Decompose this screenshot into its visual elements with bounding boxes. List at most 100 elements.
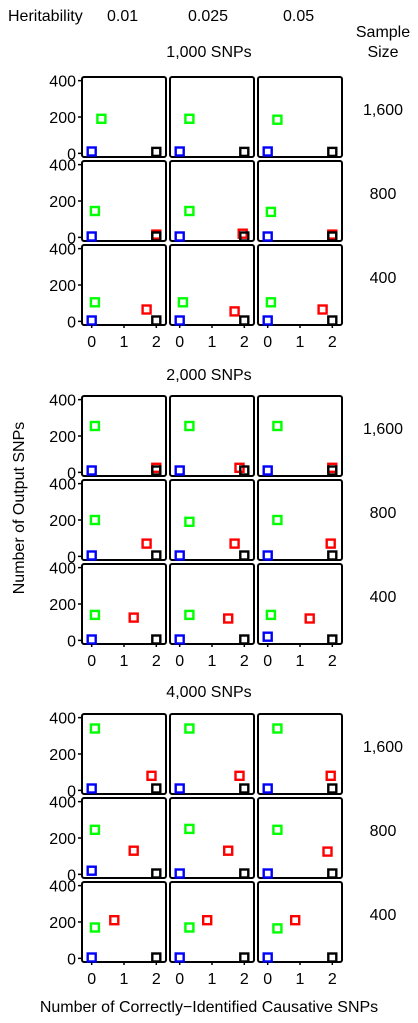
- y-tick-label: 200: [49, 597, 76, 614]
- y-tick-label: 0: [67, 951, 76, 968]
- data-point: [146, 770, 157, 781]
- x-tick-label: 2: [328, 971, 337, 988]
- x-tick-label: 0: [263, 653, 272, 670]
- x-tick-label: 0: [175, 971, 184, 988]
- data-point: [89, 297, 101, 308]
- sample-size-label: 400: [370, 270, 397, 287]
- data-point: [89, 723, 101, 734]
- data-point: [184, 723, 195, 734]
- panel-frame: [257, 479, 343, 561]
- data-point: [184, 205, 195, 217]
- panel-frame: [257, 797, 343, 879]
- data-point: [128, 612, 139, 623]
- data-point: [151, 550, 162, 561]
- x-tick-label: 1: [296, 971, 305, 988]
- y-tick-label: 200: [49, 513, 76, 530]
- data-point: [262, 465, 273, 476]
- heritability-label: Heritability: [8, 8, 83, 25]
- data-point: [86, 550, 97, 561]
- x-tick-label: 1: [296, 334, 305, 351]
- y-tick-label: 400: [49, 795, 76, 812]
- panel-frame: [169, 160, 255, 242]
- x-tick-label: 0: [263, 334, 272, 351]
- data-point: [96, 113, 107, 125]
- data-point: [174, 146, 185, 157]
- y-tick-label: 400: [49, 242, 76, 259]
- data-point: [86, 315, 97, 326]
- y-tick-label: 0: [67, 633, 76, 650]
- data-point: [184, 922, 195, 933]
- data-point: [86, 634, 97, 645]
- data-point: [86, 231, 97, 242]
- sample-size-label: 800: [370, 186, 397, 203]
- data-point: [265, 609, 277, 621]
- x-tick-label: 2: [328, 653, 337, 670]
- x-tick-label: 1: [120, 653, 129, 670]
- heritability-value-2: 0.025: [188, 8, 229, 25]
- x-tick-label: 1: [208, 971, 217, 988]
- y-tick-label: 400: [49, 879, 76, 896]
- y-tick-label: 0: [67, 549, 76, 566]
- data-point: [174, 868, 185, 879]
- data-point: [184, 516, 195, 527]
- data-point: [322, 846, 333, 857]
- y-tick-label: 0: [67, 867, 76, 884]
- data-point: [262, 868, 273, 879]
- sample-size-label: 400: [370, 589, 397, 606]
- data-point: [151, 315, 162, 326]
- data-point: [327, 634, 338, 645]
- data-point: [89, 205, 101, 217]
- data-point: [151, 231, 162, 242]
- data-point: [265, 297, 277, 308]
- data-point: [89, 824, 101, 835]
- data-point: [327, 550, 338, 561]
- x-tick-label: 1: [208, 334, 217, 351]
- data-point: [265, 206, 277, 218]
- x-tick-label: 0: [87, 653, 96, 670]
- data-point: [141, 538, 152, 549]
- data-point: [239, 465, 250, 476]
- data-point: [234, 770, 245, 781]
- data-point: [290, 915, 301, 926]
- y-tick-label: 200: [49, 831, 76, 848]
- data-point: [239, 783, 250, 794]
- panel-frame: [81, 160, 167, 242]
- y-tick-label: 400: [49, 393, 76, 410]
- data-point: [239, 550, 250, 561]
- data-point: [174, 783, 185, 794]
- data-point: [89, 922, 101, 933]
- data-point: [151, 634, 162, 645]
- data-point: [184, 609, 195, 621]
- section-title-2: 2,000 SNPs: [166, 367, 252, 384]
- data-point: [325, 538, 336, 549]
- x-tick-label: 2: [152, 653, 161, 670]
- data-point: [262, 315, 273, 326]
- data-point: [262, 231, 273, 242]
- data-point: [272, 514, 283, 526]
- data-point: [89, 514, 101, 526]
- x-tick-label: 0: [175, 334, 184, 351]
- data-point: [151, 868, 162, 879]
- y-tick-label: 400: [49, 158, 76, 175]
- data-point: [109, 915, 120, 926]
- sample-size-label: 1,600: [363, 421, 403, 438]
- data-point: [262, 631, 273, 642]
- data-point: [239, 231, 250, 242]
- panel-frame: [257, 244, 343, 326]
- data-point: [174, 315, 185, 326]
- x-tick-label: 0: [87, 334, 96, 351]
- data-point: [304, 613, 315, 624]
- data-point: [174, 550, 185, 561]
- data-point: [239, 868, 250, 879]
- data-point: [239, 315, 250, 326]
- data-point: [89, 609, 101, 621]
- data-point: [327, 868, 338, 879]
- data-point: [317, 304, 328, 315]
- x-tick-label: 2: [240, 653, 249, 670]
- data-point: [327, 462, 338, 473]
- x-tick-label: 2: [240, 971, 249, 988]
- y-tick-label: 400: [49, 74, 76, 91]
- panel-frame: [257, 160, 343, 242]
